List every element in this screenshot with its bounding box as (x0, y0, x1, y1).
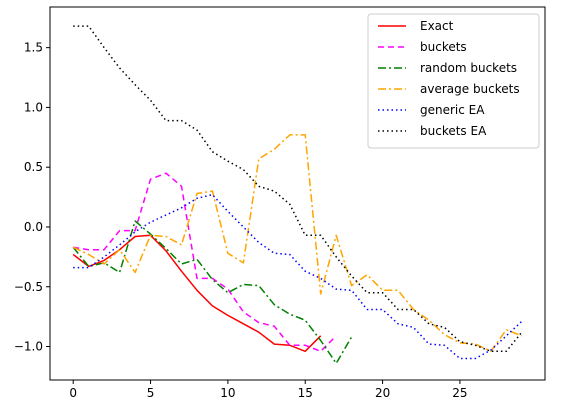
y-tick-label: 0.5 (24, 160, 43, 174)
legend-label-average-buckets: average buckets (420, 82, 520, 96)
x-tick-label: 5 (147, 386, 155, 400)
legend-label-buckets: buckets (420, 40, 467, 54)
x-tick-label: 15 (298, 386, 313, 400)
y-axis: −1.0 −0.5 0.0 0.5 1.0 1.5 (14, 41, 50, 354)
x-tick-label: 25 (452, 386, 467, 400)
x-tick-label: 10 (220, 386, 235, 400)
x-tick-label: 0 (69, 386, 77, 400)
y-tick-label: 1.0 (24, 100, 43, 114)
legend-label-exact: Exact (420, 19, 454, 33)
legend-box (367, 13, 540, 149)
legend: Exact buckets random buckets average bucket… (367, 13, 540, 149)
x-tick-label: 20 (375, 386, 390, 400)
y-tick-label: 0.0 (24, 220, 43, 234)
y-tick-label: −1.0 (14, 340, 43, 354)
y-tick-label: −0.5 (14, 280, 43, 294)
legend-label-buckets-ea: buckets EA (420, 124, 487, 138)
series-layer (72, 25, 523, 365)
series-line-buckets-ea (73, 25, 523, 353)
series-line-exact (72, 234, 322, 353)
y-tick-label: 1.5 (24, 41, 43, 55)
series-line-buckets (73, 172, 337, 353)
plot-frame (49, 6, 546, 381)
series-line-average-buckets (72, 134, 523, 353)
x-axis: 0 5 10 15 20 25 (69, 380, 468, 400)
legend-label-generic-ea: generic EA (420, 103, 485, 117)
legend-label-random-buckets: random buckets (420, 61, 517, 75)
